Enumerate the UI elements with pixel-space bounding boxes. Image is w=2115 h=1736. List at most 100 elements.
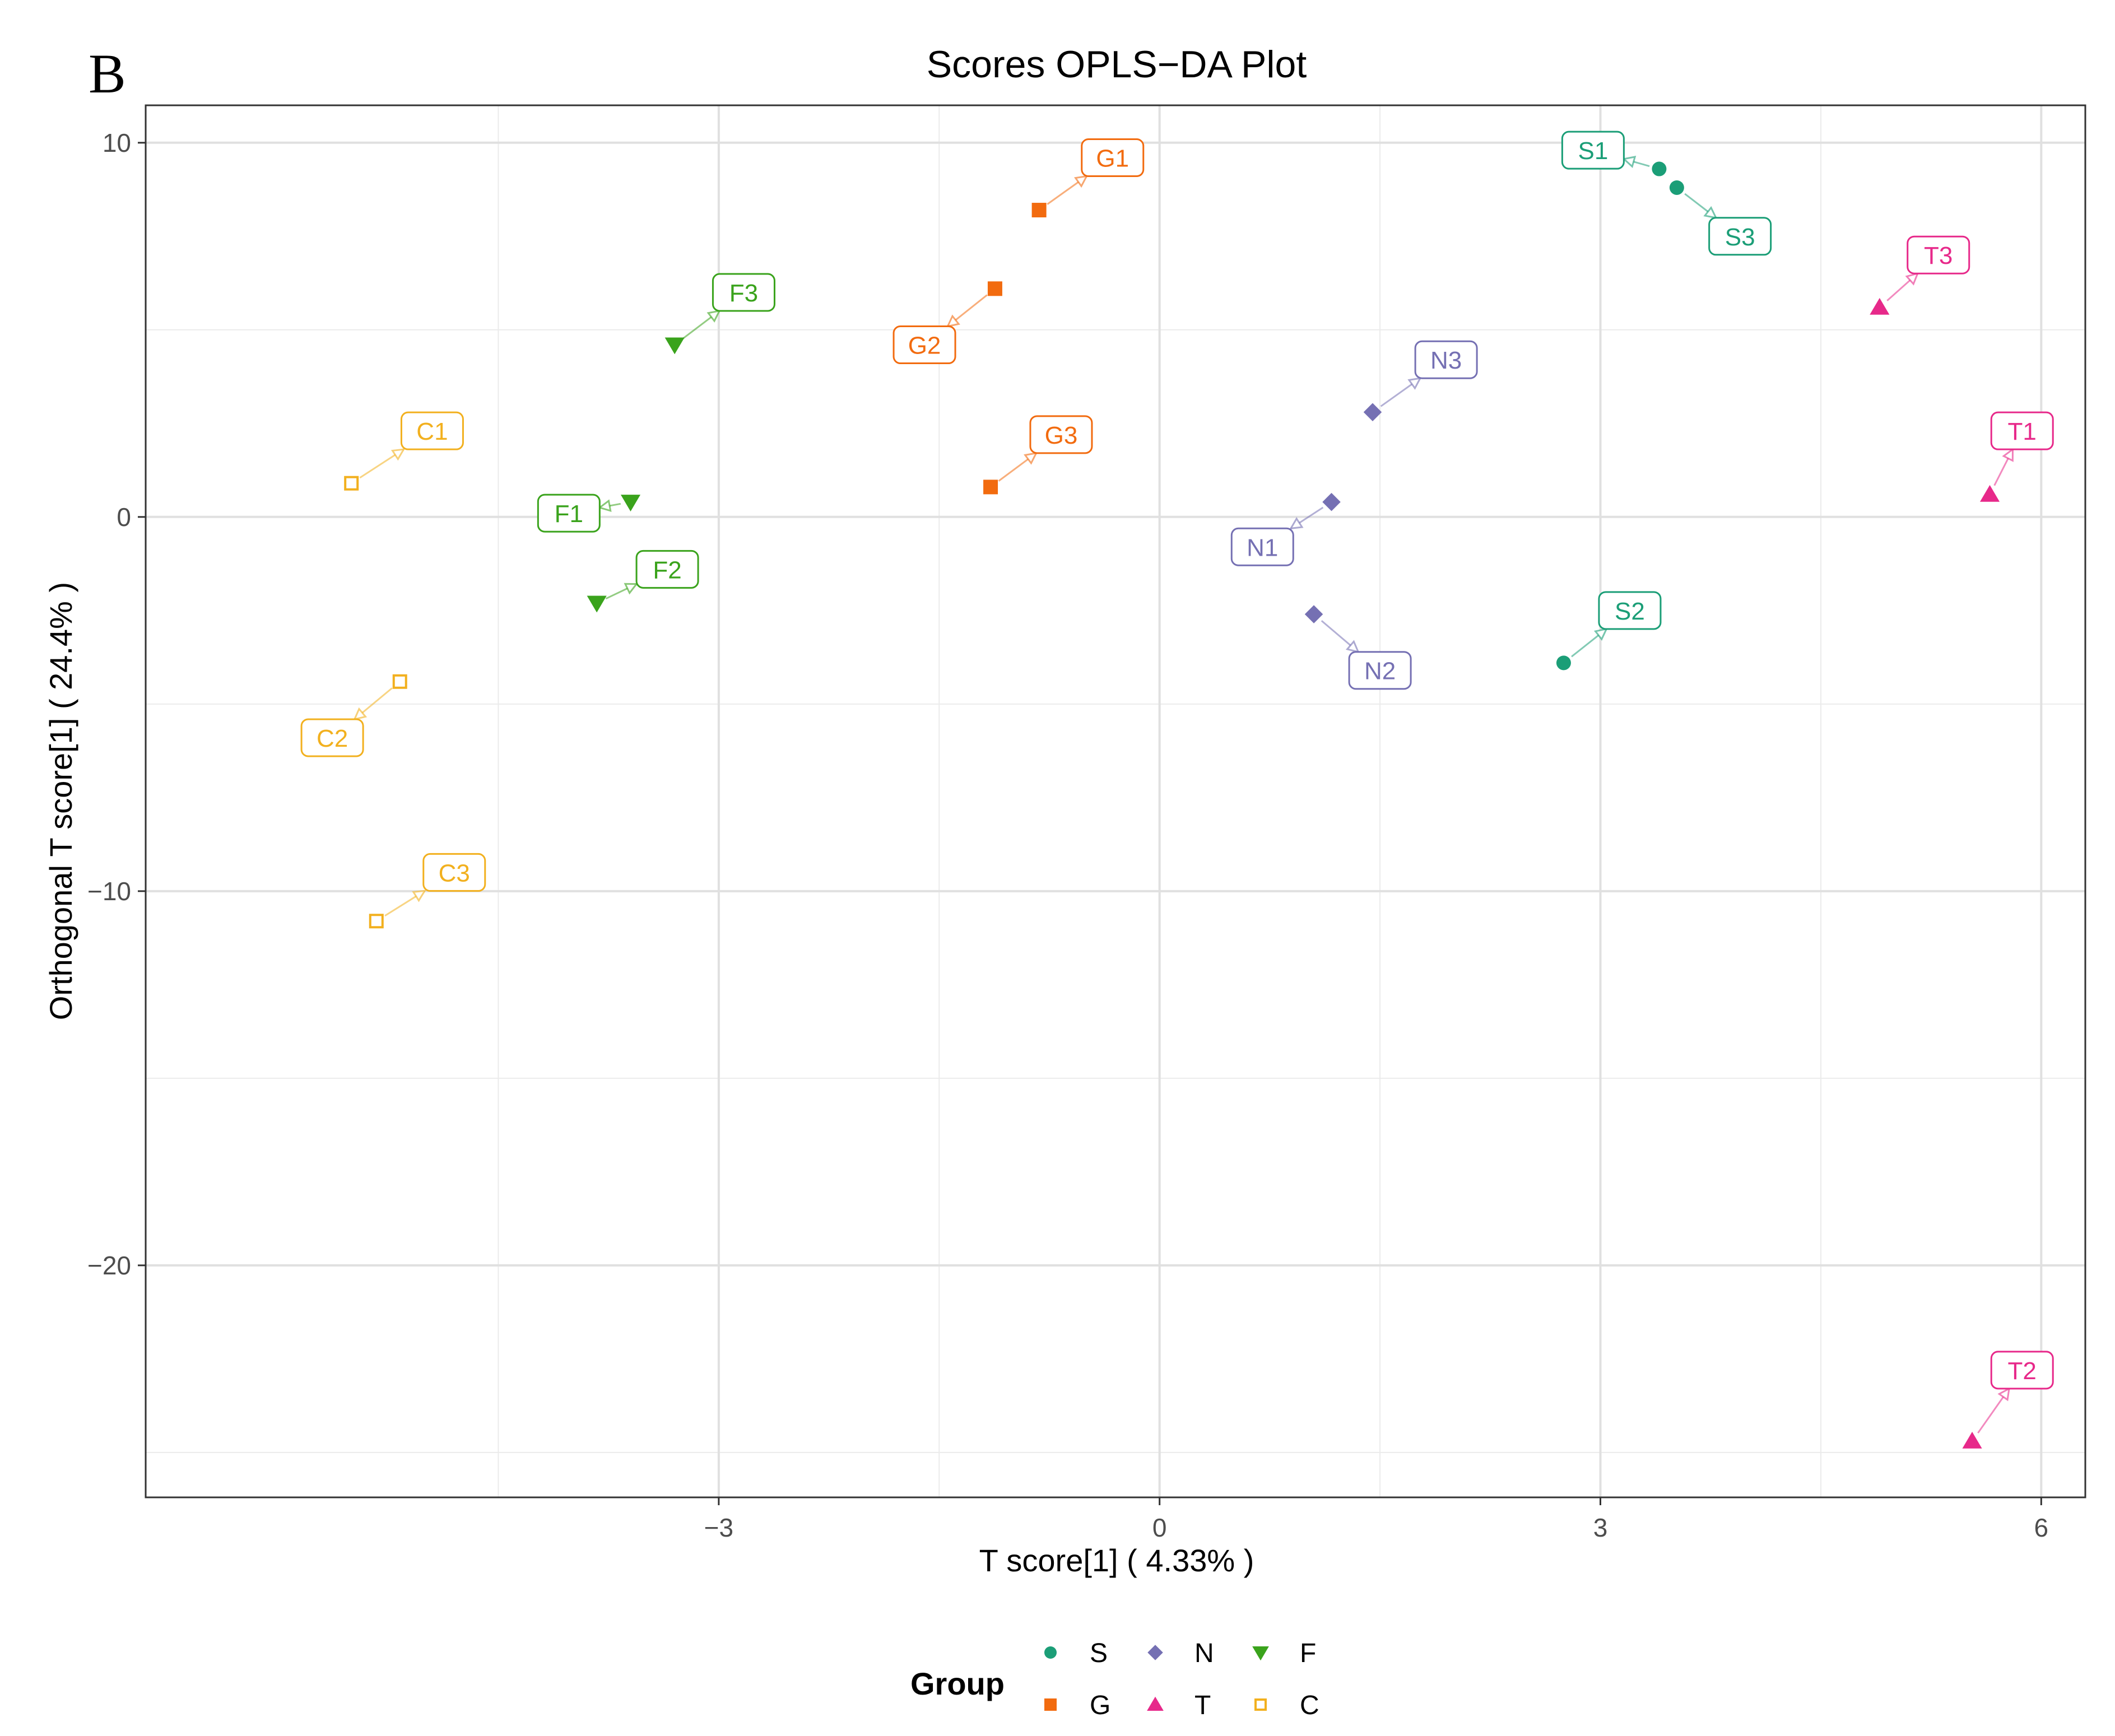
x-tick-label: 6 xyxy=(2034,1513,2049,1542)
point-g1 xyxy=(1031,203,1047,218)
point-t1 xyxy=(1979,485,2000,502)
label-text-g2: G2 xyxy=(908,332,941,360)
label-text-c1: C1 xyxy=(416,418,448,445)
label-box-n3 xyxy=(1414,340,1478,379)
point-s1 xyxy=(1652,161,1667,176)
legend-key-c xyxy=(1254,1698,1267,1711)
arrow-head-c3 xyxy=(412,890,426,902)
label-box-g1 xyxy=(1081,138,1145,178)
x-axis: −3 0 3 6 xyxy=(704,1497,2048,1542)
label-text-t1: T1 xyxy=(2008,418,2037,445)
point-s3 xyxy=(1669,180,1684,195)
point-t3 xyxy=(1870,297,1890,315)
label-box-s3 xyxy=(1708,217,1772,256)
y-tick-label: −10 xyxy=(87,877,131,906)
label-box-g2 xyxy=(893,325,956,365)
label-arrows xyxy=(353,156,2014,1434)
legend-label-t: T xyxy=(1194,1691,1211,1720)
label-text-s3: S3 xyxy=(1725,224,1755,251)
label-text-c3: C3 xyxy=(439,859,470,887)
legend: Group S N F G T C xyxy=(910,1639,1319,1720)
legend-label-g: G xyxy=(1090,1691,1110,1720)
legend-label-c: C xyxy=(1300,1691,1319,1720)
arrow-head-n3 xyxy=(1407,377,1422,390)
label-box-s2 xyxy=(1598,591,1662,630)
x-tick-label: 0 xyxy=(1152,1513,1167,1542)
label-text-g3: G3 xyxy=(1045,422,1078,449)
arrow-head-c2 xyxy=(353,707,368,721)
legend-key-f xyxy=(1252,1646,1269,1661)
arrow-head-s1 xyxy=(1622,156,1637,169)
label-text-n1: N1 xyxy=(1247,534,1278,561)
label-text-s1: S1 xyxy=(1578,137,1608,165)
point-f1 xyxy=(620,495,641,511)
label-text-c2: C2 xyxy=(317,725,348,752)
label-box-s1 xyxy=(1561,131,1625,170)
y-axis-label: Orthogonal T score[1] ( 24.4% ) xyxy=(43,582,78,1020)
x-tick-label: −3 xyxy=(704,1513,733,1542)
y-tick-label: 10 xyxy=(103,128,131,157)
label-text-n3: N3 xyxy=(1430,347,1462,374)
arrow-head-t3 xyxy=(1905,272,1919,286)
label-text-f2: F2 xyxy=(653,556,681,584)
label-box-n2 xyxy=(1348,651,1412,690)
arrow-head-f2 xyxy=(624,583,639,595)
point-g3 xyxy=(983,480,998,495)
arrow-head-n2 xyxy=(1345,640,1360,653)
point-n3 xyxy=(1363,403,1382,422)
arrow-head-t1 xyxy=(2002,448,2014,462)
arrow-head-t2 xyxy=(1997,1387,2010,1402)
legend-title: Group xyxy=(910,1666,1005,1701)
arrow-head-c1 xyxy=(391,448,406,461)
point-f2 xyxy=(587,595,607,613)
point-g2 xyxy=(987,281,1002,296)
legend-key-t xyxy=(1147,1696,1164,1711)
arrow-head-g2 xyxy=(946,314,960,328)
arrow-head-s3 xyxy=(1703,206,1718,219)
label-text-f1: F1 xyxy=(555,500,583,528)
legend-label-f: F xyxy=(1300,1639,1316,1668)
y-tick-label: 0 xyxy=(117,502,131,532)
label-box-c2 xyxy=(300,718,364,757)
chart-title: Scores OPLS−DA Plot xyxy=(927,43,1307,86)
point-n1 xyxy=(1322,492,1341,511)
label-text-n2: N2 xyxy=(1364,658,1396,685)
label-box-f1 xyxy=(537,494,601,533)
label-box-n1 xyxy=(1230,527,1294,566)
point-c3 xyxy=(369,914,384,929)
y-axis: −20 −10 0 10 xyxy=(87,128,146,1280)
point-t2 xyxy=(1962,1431,1982,1449)
legend-key-g xyxy=(1044,1698,1057,1711)
point-labels: S1 S2 S3 G1 G2 G3 N1 N2 N3 T1 T2 T3 F1 F2 F3 C1 C2 C3 xyxy=(300,131,2054,1390)
label-box-t1 xyxy=(1990,411,2054,450)
point-c1 xyxy=(344,476,359,491)
y-tick-label: −20 xyxy=(87,1251,131,1280)
label-box-t3 xyxy=(1907,235,1970,274)
label-text-t3: T3 xyxy=(1924,242,1953,269)
label-box-t2 xyxy=(1990,1351,2054,1390)
x-tick-label: 3 xyxy=(1593,1513,1608,1542)
arrow-head-g1 xyxy=(1073,175,1089,188)
label-text-t2: T2 xyxy=(2008,1357,2037,1385)
arrow-head-f3 xyxy=(706,309,721,323)
data-points xyxy=(344,161,2000,1449)
arrow-head-n1 xyxy=(1289,517,1304,530)
legend-label-n: N xyxy=(1194,1639,1214,1668)
label-box-f2 xyxy=(635,550,699,589)
label-text-s2: S2 xyxy=(1615,598,1645,625)
arrow-head-f1 xyxy=(598,499,612,512)
legend-label-s: S xyxy=(1090,1639,1108,1668)
panel-letter: B xyxy=(89,43,126,105)
legend-key-n xyxy=(1147,1645,1163,1660)
plot-panel-border xyxy=(145,104,2086,1498)
label-box-c3 xyxy=(422,853,486,892)
arrow-head-s2 xyxy=(1593,627,1608,641)
point-c2 xyxy=(392,674,407,689)
point-s2 xyxy=(1556,655,1571,671)
label-text-f3: F3 xyxy=(729,280,758,307)
arrow-head-g3 xyxy=(1024,452,1038,465)
label-text-g1: G1 xyxy=(1096,145,1129,173)
